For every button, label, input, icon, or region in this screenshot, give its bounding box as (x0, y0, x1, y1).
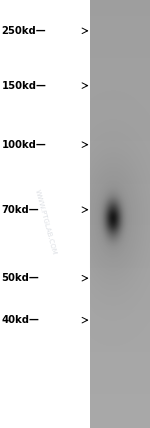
Text: 100kd—: 100kd— (2, 140, 46, 150)
Text: WWW.PTGLAB.COM: WWW.PTGLAB.COM (33, 189, 57, 256)
Text: 150kd—: 150kd— (2, 80, 46, 91)
Text: 40kd—: 40kd— (2, 315, 39, 325)
Text: 70kd—: 70kd— (2, 205, 39, 215)
Text: 250kd—: 250kd— (2, 26, 46, 36)
Text: 50kd—: 50kd— (2, 273, 39, 283)
